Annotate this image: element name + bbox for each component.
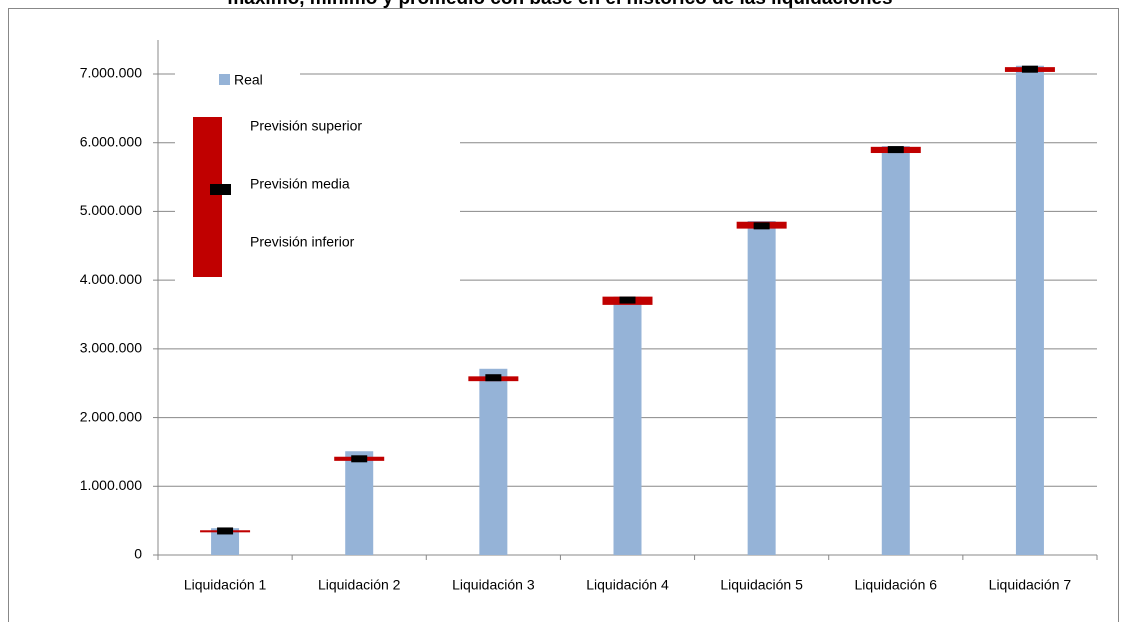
- bar: [345, 451, 374, 555]
- forecast-mean: [619, 296, 636, 304]
- forecast-mean: [351, 455, 368, 463]
- y-tick-label: 6.000.000: [80, 133, 142, 149]
- y-tick-label: 4.000.000: [80, 271, 142, 287]
- forecast-mean: [887, 146, 904, 154]
- y-tick-label: 3.000.000: [80, 340, 142, 356]
- y-tick-label: 1.000.000: [80, 477, 142, 493]
- y-tick-label: 2.000.000: [80, 408, 142, 424]
- x-tick-label: Liquidación 6: [855, 577, 938, 593]
- x-tick-label: Liquidación 7: [989, 577, 1072, 593]
- y-tick-label: 5.000.000: [80, 202, 142, 218]
- forecast-mean: [1021, 65, 1038, 73]
- chart-title: máximo, mínimo y promedio con base en el…: [227, 0, 892, 9]
- legend-label: Previsión superior: [250, 118, 362, 134]
- y-tick-label: 0: [134, 546, 142, 562]
- legend-swatch: [210, 184, 231, 195]
- bar: [881, 146, 910, 555]
- forecast-mean: [485, 374, 502, 382]
- legend-swatch: [219, 74, 230, 85]
- forecast-mean: [217, 527, 234, 535]
- x-tick-label: Liquidación 1: [184, 577, 267, 593]
- x-tick-label: Liquidación 4: [586, 577, 669, 593]
- legend-label: Real: [234, 72, 263, 88]
- chart-frame: [8, 8, 1119, 622]
- x-tick-label: Liquidación 5: [720, 577, 803, 593]
- x-tick-label: Liquidación 3: [452, 577, 535, 593]
- bar: [1015, 65, 1044, 556]
- x-tick-label: Liquidación 2: [318, 577, 401, 593]
- legend-background: [175, 62, 300, 88]
- bar: [479, 368, 508, 555]
- y-tick-label: 7.000.000: [80, 65, 142, 81]
- legend-swatch: [193, 117, 222, 277]
- legend-label: Previsión inferior: [250, 234, 355, 250]
- legend-label: Previsión media: [250, 176, 350, 192]
- forecast-mean: [753, 222, 770, 230]
- bar: [747, 221, 776, 555]
- bar: [613, 296, 642, 555]
